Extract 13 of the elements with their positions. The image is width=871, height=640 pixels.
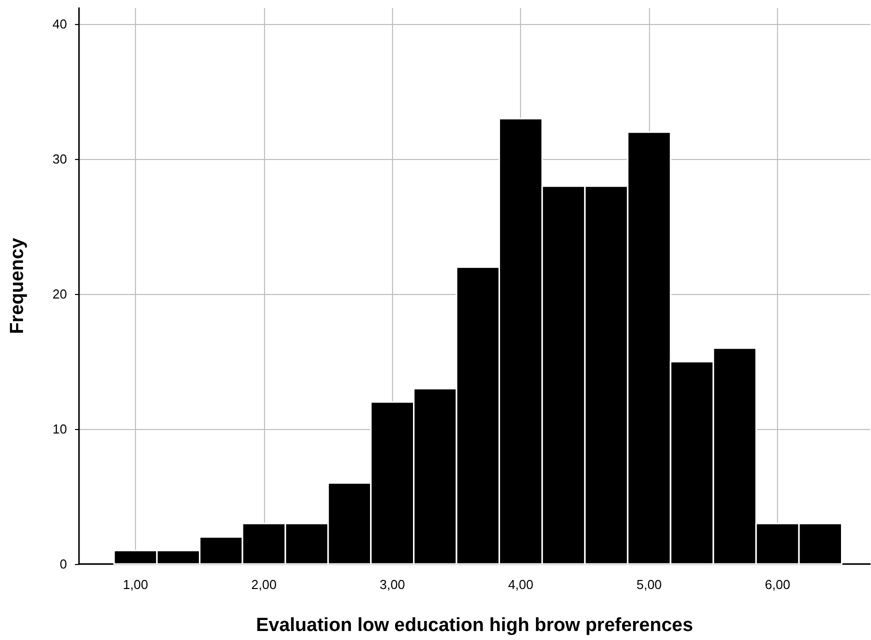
y-axis-title: Frequency <box>7 238 28 334</box>
x-tick-label: 5,00 <box>636 577 662 592</box>
x-tick-label: 3,00 <box>380 577 405 592</box>
y-tick-label: 20 <box>52 286 67 302</box>
x-tick-label: 6,00 <box>764 577 790 592</box>
y-tick-label: 10 <box>52 422 67 437</box>
y-tick-label: 0 <box>60 556 67 572</box>
x-tick-label: 1,00 <box>122 577 148 592</box>
y-tick-label: 30 <box>52 152 67 167</box>
x-tick-label: 2,00 <box>251 577 277 592</box>
y-tick-label: 40 <box>52 16 67 32</box>
x-tick-label: 4,00 <box>508 577 534 592</box>
x-axis-title: Evaluation low education high brow preferences <box>256 615 694 636</box>
